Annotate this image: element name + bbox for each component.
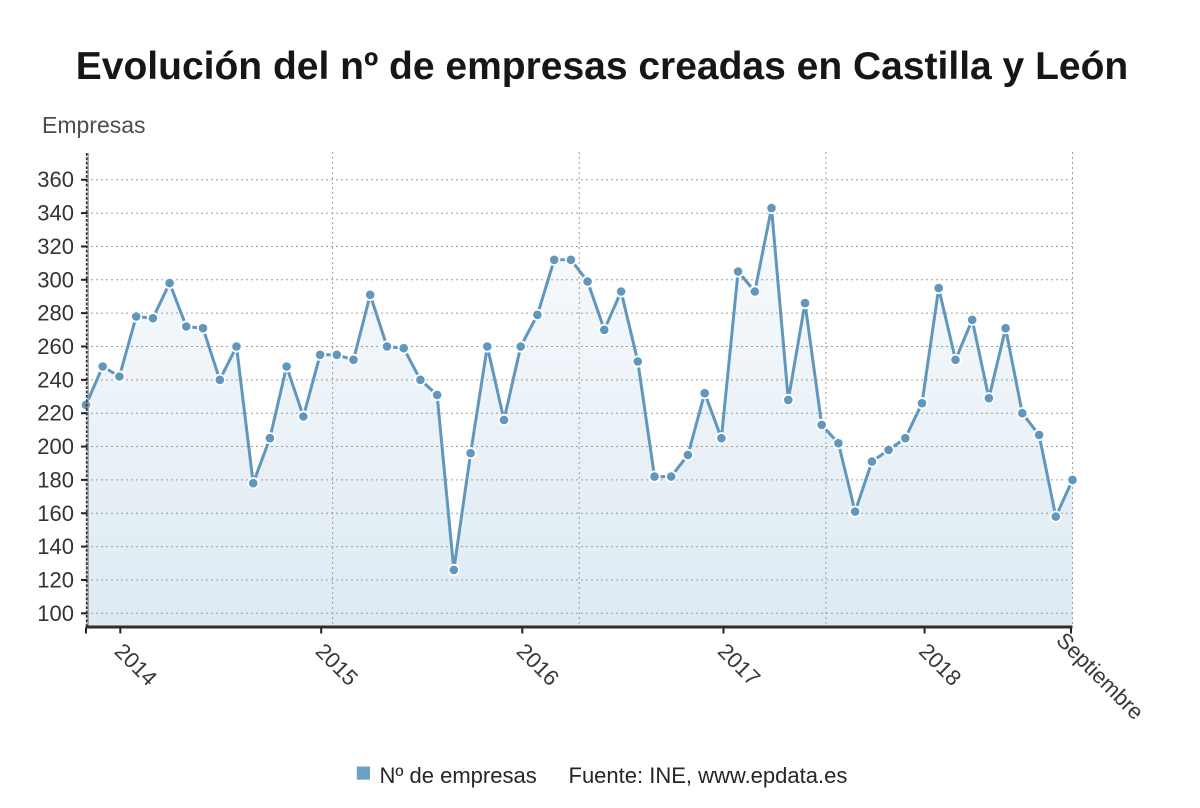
svg-text:260: 260 bbox=[37, 334, 74, 359]
svg-text:360: 360 bbox=[37, 167, 74, 192]
svg-text:160: 160 bbox=[37, 501, 74, 526]
svg-text:340: 340 bbox=[37, 201, 74, 226]
svg-text:140: 140 bbox=[37, 534, 74, 559]
svg-text:Fuente: INE, www.epdata.es: Fuente: INE, www.epdata.es bbox=[569, 763, 848, 788]
svg-text:220: 220 bbox=[37, 401, 74, 426]
svg-text:Evolución del nº de empresas c: Evolución del nº de empresas creadas en … bbox=[76, 45, 1128, 88]
svg-text:200: 200 bbox=[37, 434, 74, 459]
svg-text:Nº de empresas: Nº de empresas bbox=[380, 763, 537, 788]
svg-text:Empresas: Empresas bbox=[42, 112, 146, 138]
svg-text:100: 100 bbox=[37, 601, 74, 626]
svg-text:240: 240 bbox=[37, 367, 74, 392]
svg-text:300: 300 bbox=[37, 267, 74, 292]
svg-text:180: 180 bbox=[37, 467, 74, 492]
svg-text:120: 120 bbox=[37, 567, 74, 592]
svg-text:320: 320 bbox=[37, 234, 74, 259]
svg-text:280: 280 bbox=[37, 301, 74, 326]
